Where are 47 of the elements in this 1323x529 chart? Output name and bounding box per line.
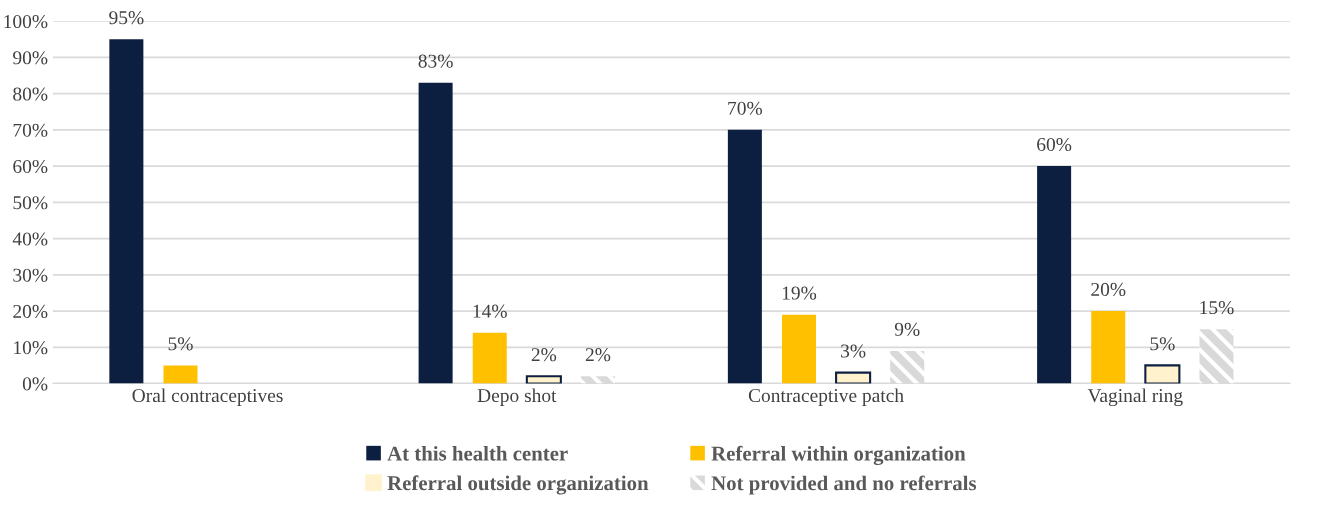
data-label: 15% bbox=[1200, 300, 1234, 315]
data-label: 3% bbox=[841, 344, 866, 358]
bar bbox=[109, 39, 144, 384]
data-label: 60% bbox=[1037, 137, 1072, 152]
legend-label: At this health center bbox=[387, 445, 568, 461]
y-tick-label: 20% bbox=[13, 304, 48, 319]
data-label: 19% bbox=[782, 286, 817, 300]
bar bbox=[472, 332, 507, 384]
bar bbox=[1199, 329, 1234, 384]
y-tick-label: 100% bbox=[4, 14, 48, 29]
bar bbox=[1091, 311, 1126, 384]
y-tick-label: 30% bbox=[13, 268, 48, 282]
data-label: 20% bbox=[1091, 282, 1126, 297]
y-tick-label: 70% bbox=[13, 123, 48, 137]
x-tick-label: Depo shot bbox=[477, 388, 557, 407]
x-tick-label: Contraceptive patch bbox=[748, 388, 904, 407]
bar bbox=[418, 82, 453, 384]
y-tick-label: 40% bbox=[12, 232, 48, 246]
bar bbox=[1144, 364, 1181, 384]
x-tick-label: Vaginal ring bbox=[1087, 388, 1183, 407]
data-label: 70% bbox=[728, 101, 763, 115]
data-label: 83% bbox=[418, 54, 453, 68]
y-tick-label: 80% bbox=[13, 87, 48, 101]
y-tick-label: 50% bbox=[13, 196, 48, 210]
data-label: 5% bbox=[1150, 337, 1175, 351]
data-label: 14% bbox=[473, 304, 507, 318]
data-label: 2% bbox=[531, 348, 557, 362]
y-tick-label: 60% bbox=[13, 159, 48, 174]
x-tick-label: Oral contraceptives bbox=[132, 388, 283, 407]
bar bbox=[890, 350, 925, 384]
bar bbox=[1037, 166, 1072, 384]
bar bbox=[525, 375, 562, 384]
y-tick-label: 0% bbox=[22, 377, 48, 391]
y-tick-label: 10% bbox=[14, 341, 48, 355]
bar bbox=[727, 129, 762, 384]
legend-label: Not provided and no referrals bbox=[711, 475, 977, 495]
data-label: 5% bbox=[168, 337, 193, 351]
y-tick-label: 90% bbox=[13, 51, 48, 65]
bar bbox=[835, 371, 872, 384]
data-label: 2% bbox=[585, 348, 611, 362]
data-label: 95% bbox=[109, 11, 144, 25]
bar bbox=[781, 314, 816, 384]
legend-label: Referral within organization bbox=[711, 445, 966, 466]
bar bbox=[163, 365, 198, 384]
bar bbox=[580, 376, 615, 384]
data-label: 9% bbox=[894, 322, 920, 336]
legend-label: Referral outside organization bbox=[387, 475, 649, 495]
